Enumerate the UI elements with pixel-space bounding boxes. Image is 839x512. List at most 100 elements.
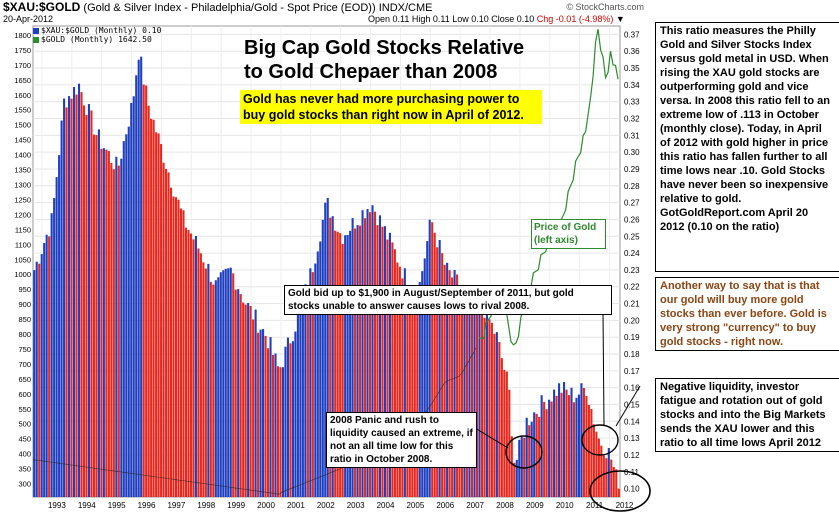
x-tick-label: 2008 [496, 501, 514, 510]
y-left-tick-label: 300 [18, 480, 31, 489]
y-right-tick-label: 0.35 [624, 64, 640, 73]
connector-liquidity [615, 385, 641, 427]
ratio-bar [451, 277, 454, 497]
ratio-bar [68, 96, 71, 497]
ratio-bar [147, 105, 150, 497]
y-right-tick-label: 0.31 [624, 131, 640, 140]
x-tick-label: 2012 [616, 501, 634, 510]
ratio-bar [610, 459, 613, 497]
ratio-bar [585, 396, 588, 497]
x-tick-label: 1997 [167, 501, 185, 510]
ratio-bar [428, 219, 431, 498]
ratio-bar [306, 288, 309, 497]
ratio-bar [150, 118, 153, 497]
y-left-tick-label: 600 [18, 390, 31, 399]
y-left-tick-label: 550 [18, 405, 31, 414]
ratio-bar [520, 437, 523, 497]
y-right-tick-label: 0.19 [624, 333, 640, 342]
y-right-tick-label: 0.21 [624, 300, 640, 309]
ratio-bar [107, 151, 110, 498]
ratio-bar [396, 262, 399, 497]
x-tick-label: 2011 [586, 501, 604, 510]
y-right-tick-label: 0.28 [624, 182, 640, 191]
ratio-bar [276, 366, 280, 497]
ratio-bar [495, 332, 498, 497]
y-left-tick-label: 1050 [14, 255, 31, 264]
ratio-bar [174, 197, 178, 497]
ratio-bar [97, 129, 100, 497]
ratio-bar [209, 281, 212, 497]
callout-circle-2008 [505, 435, 543, 469]
y-right-tick-label: 0.14 [624, 417, 640, 426]
ratio-bar [490, 322, 493, 497]
ratio-bar [530, 421, 533, 497]
ratio-bar [214, 280, 217, 497]
ratio-bar [565, 389, 568, 497]
ratio-bar [503, 369, 506, 497]
ratio-bar [555, 395, 558, 497]
y-left-tick-label: 950 [18, 285, 31, 294]
y-right-tick-label: 0.23 [624, 266, 640, 275]
ratio-bar [356, 225, 359, 497]
x-tick-label: 1993 [48, 501, 66, 510]
ratio-bar [145, 85, 148, 497]
ratio-bar [359, 225, 362, 498]
ratio-bar [562, 381, 566, 497]
ratio-bar [458, 286, 461, 497]
ratio-bar [515, 459, 518, 497]
chart-panel: 0.10 0.11 0.12 0.13 0.14 0.15 0.16 0.17 0.18 0.19… [3, 0, 651, 512]
change-label: Chg -0.01 (-4.98%) [536, 14, 614, 24]
note-2008-panic: 2008 Panic and rush to liquidity caused … [326, 412, 477, 468]
ratio-bar [140, 56, 143, 497]
ohlc-label: Open 0.11 High 0.11 Low 0.10 Close 0.10 … [368, 14, 625, 24]
side-note-ratio-explanation: This ratio measures the Philly Gold and … [655, 22, 839, 272]
ratio-bar [189, 233, 192, 498]
ratio-bar [376, 225, 379, 498]
ratio-bar [433, 232, 436, 497]
ratio-bar [597, 438, 600, 497]
y-right-tick-label: 0.18 [624, 350, 640, 359]
ratio-bar [498, 342, 501, 497]
ratio-bar [612, 466, 615, 497]
y-right-tick-label: 0.32 [624, 115, 640, 124]
ratio-bar [366, 209, 369, 498]
y-left-tick-label: 1200 [14, 210, 31, 219]
ratio-bar [82, 105, 86, 497]
y-left-tick-label: 1300 [14, 180, 31, 189]
ratio-bar [533, 412, 536, 497]
legend-item-gold: $GOLD (Monthly) 1642.50 [33, 35, 161, 44]
ratio-bar [488, 319, 491, 497]
ratio-bar [301, 296, 304, 497]
ratio-bar [605, 458, 608, 497]
ratio-bar [550, 401, 553, 497]
ratio-bar [431, 222, 434, 497]
y-left-tick-label: 650 [18, 375, 31, 384]
ratio-bar [279, 367, 282, 497]
y-right-tick-label: 0.10 [624, 485, 640, 494]
ratio-bar [331, 216, 334, 497]
ratio-bar [70, 98, 73, 497]
ratio-bar [381, 226, 384, 498]
ratio-bar [229, 267, 232, 497]
ratio-bar [461, 287, 464, 497]
y-right-tick-label: 0.27 [624, 199, 640, 208]
y-right-tick-label: 0.36 [624, 47, 640, 56]
x-tick-label: 1999 [227, 501, 245, 510]
ratio-bar [535, 413, 538, 497]
yellow-highlight-note: Gold has never had more purchasing power… [240, 90, 542, 124]
ratio-bar [368, 212, 372, 497]
ratio-bar [575, 397, 578, 497]
y-right-tick-label: 0.16 [624, 384, 640, 393]
ratio-bar [135, 75, 138, 498]
ratio-bar [192, 239, 195, 497]
ratio-bar [222, 270, 225, 497]
x-tick-label: 2001 [287, 501, 305, 510]
y-right-tick-label: 0.34 [624, 81, 640, 90]
ratio-bar [170, 187, 173, 497]
ratio-bar [50, 213, 53, 497]
ratio-bar [296, 312, 299, 497]
main-title: Big Cap Gold Stocks Relative to Gold Che… [244, 37, 525, 83]
date-label: 20-Apr-2012 [3, 14, 54, 24]
legend-swatch-gold [33, 36, 39, 43]
ratio-bar [152, 119, 155, 497]
